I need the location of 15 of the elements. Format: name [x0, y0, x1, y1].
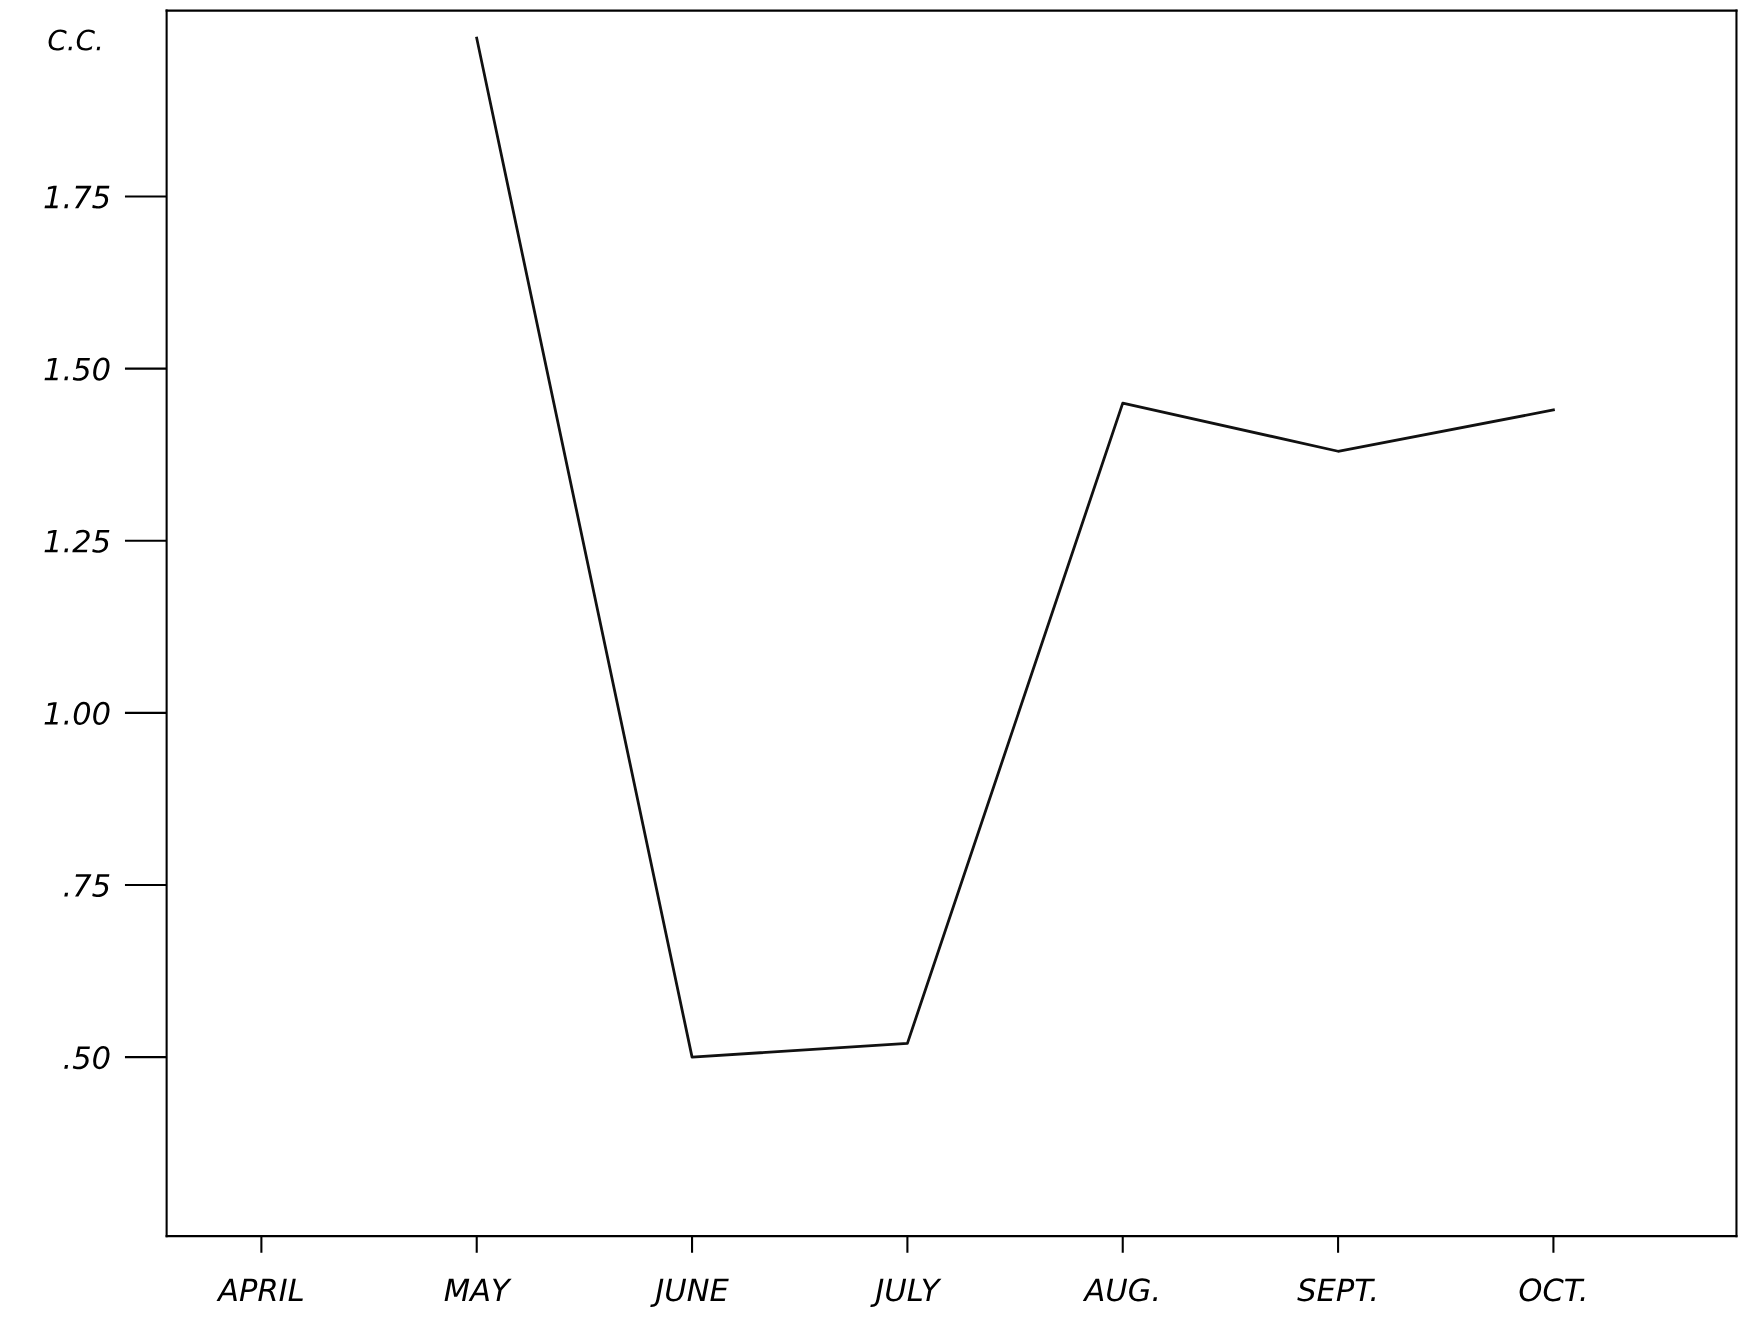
x-tick-label: JUNE — [650, 1278, 729, 1308]
x-tick-label: OCT. — [1519, 1278, 1585, 1302]
y-axis-title: C.C. — [48, 29, 101, 51]
x-tick-label: SEPT. — [1297, 1278, 1375, 1302]
line-series — [475, 36, 1555, 1059]
x-tick-label: JULY — [870, 1278, 942, 1308]
y-tick-label: 1.50 — [44, 357, 110, 381]
x-tick-label: MAY — [444, 1278, 512, 1301]
y-tick-label: 1.25 — [44, 529, 110, 553]
y-tick-label: 1.00 — [44, 701, 110, 725]
x-tick-label: APRIL — [216, 1278, 303, 1301]
x-tick-label: AUG. — [1082, 1278, 1158, 1302]
y-tick-label: .75 — [64, 874, 110, 898]
y-tick-label: .50 — [64, 1046, 110, 1070]
y-tick-label: 1.75 — [44, 185, 110, 209]
